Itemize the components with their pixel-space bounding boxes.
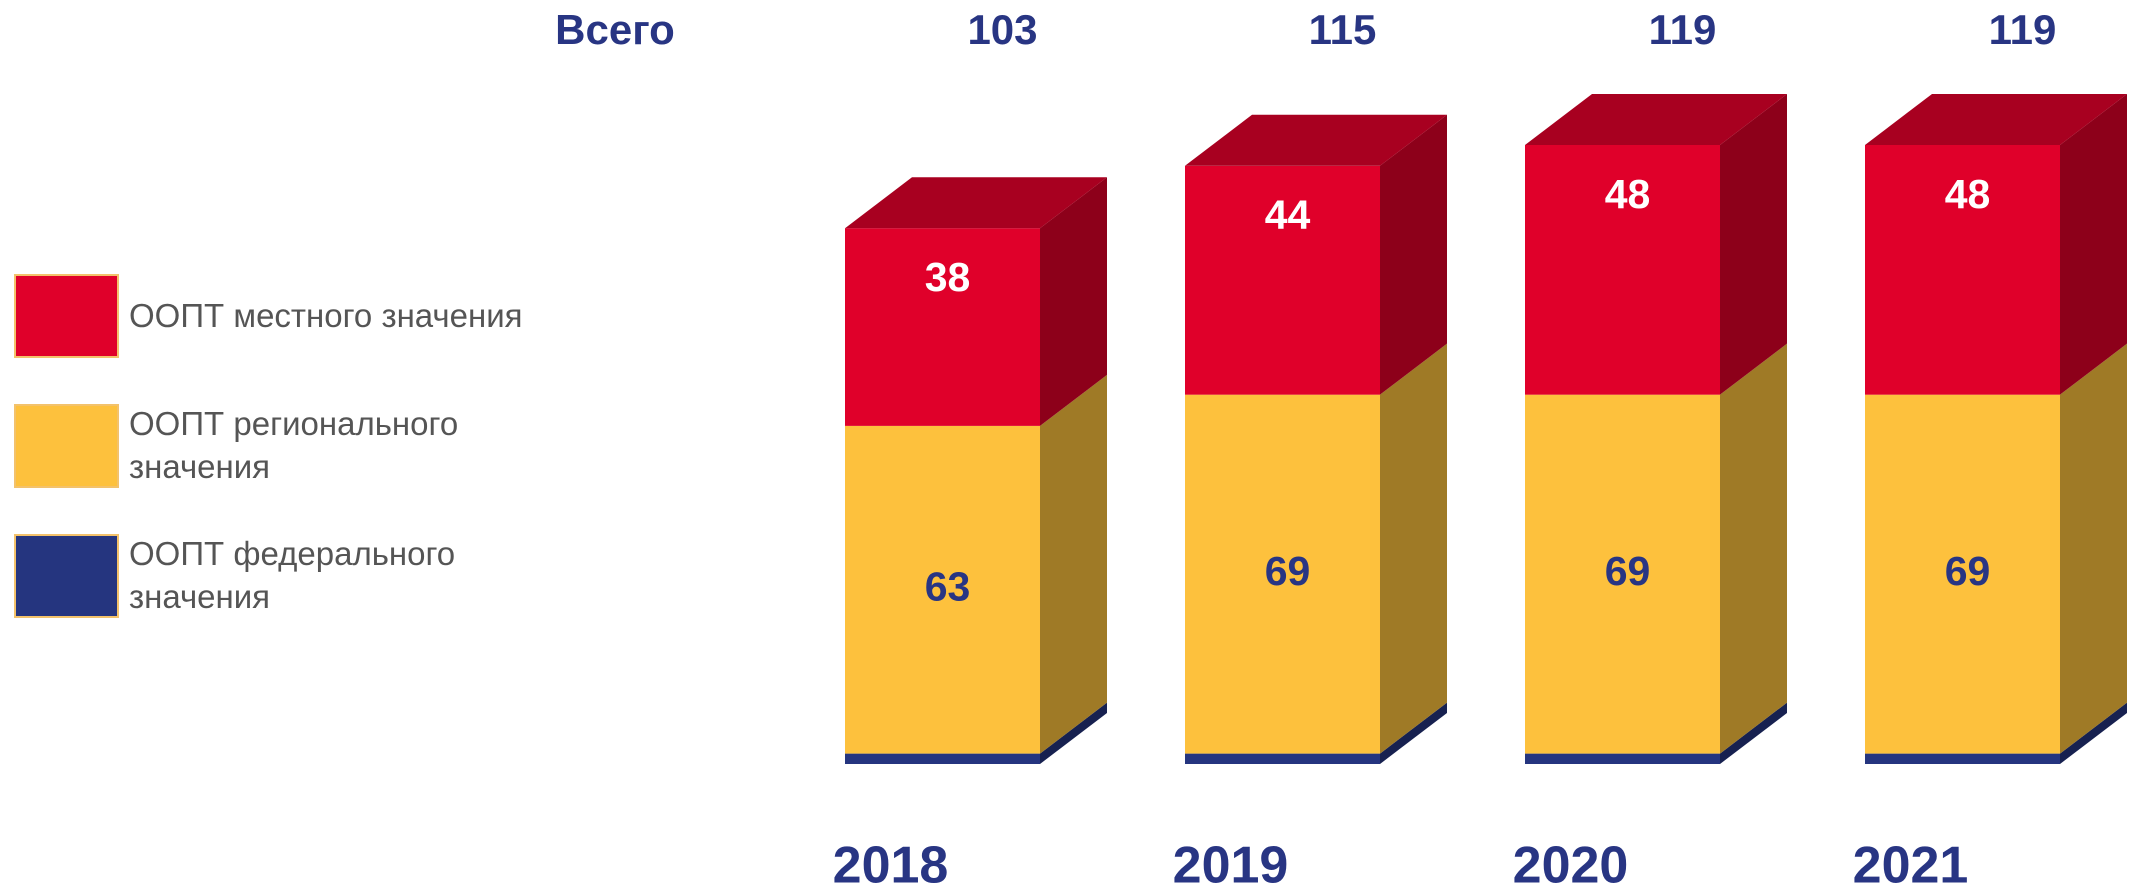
bar-side bbox=[1720, 343, 1787, 754]
legend: ООПТ федерального значения ООПТ региональ… bbox=[14, 274, 524, 618]
bar-side bbox=[1380, 702, 1447, 764]
total-label: 119 bbox=[1649, 6, 1717, 53]
legend-item: ООПТ федерального значения bbox=[14, 534, 524, 618]
data-label: 48 bbox=[1605, 171, 1651, 217]
legend-label: ООПТ местного значения bbox=[129, 296, 523, 334]
data-label: 38 bbox=[925, 254, 971, 300]
legend-swatch bbox=[14, 404, 119, 488]
bar-side bbox=[2060, 343, 2127, 754]
bar-side bbox=[2060, 94, 2127, 395]
bar-side bbox=[1040, 702, 1107, 764]
x-tick-label: 2019 bbox=[1173, 837, 1289, 889]
bar-side bbox=[1720, 94, 1787, 395]
bar-side bbox=[1720, 702, 1787, 764]
data-label: 63 bbox=[925, 564, 971, 610]
bar bbox=[1525, 145, 1720, 395]
data-label: 69 bbox=[1945, 548, 1991, 594]
x-tick-label: 2020 bbox=[1513, 837, 1629, 889]
data-label: 44 bbox=[1265, 192, 1311, 238]
bar bbox=[1185, 394, 1380, 754]
legend-swatch bbox=[14, 274, 119, 358]
total-label: 103 bbox=[967, 6, 1037, 53]
bar bbox=[1185, 753, 1380, 764]
total-label: 119 bbox=[1989, 6, 2057, 53]
data-label: 48 bbox=[1945, 171, 1991, 217]
legend-label: ООПТ регионального значения bbox=[129, 405, 459, 485]
total-label: 115 bbox=[1309, 6, 1377, 53]
bar-side bbox=[1040, 177, 1107, 426]
bar bbox=[845, 425, 1040, 754]
bar-side bbox=[1380, 343, 1447, 754]
bar bbox=[845, 753, 1040, 764]
bar-side bbox=[1380, 114, 1447, 395]
legend-item: ООПТ регионального значения bbox=[14, 404, 524, 488]
legend-label: ООПТ федерального значения bbox=[129, 535, 456, 615]
bar-top bbox=[1525, 94, 1787, 145]
bar bbox=[1865, 145, 2060, 395]
bar bbox=[1525, 394, 1720, 754]
totals-label: Всего bbox=[555, 6, 675, 53]
data-label: 69 bbox=[1265, 548, 1311, 594]
x-tick-label: 2018 bbox=[833, 837, 949, 889]
bar bbox=[1525, 753, 1720, 764]
bar-top bbox=[1865, 94, 2127, 145]
legend-swatch bbox=[14, 534, 119, 618]
bar bbox=[1865, 394, 2060, 754]
bar-side bbox=[1040, 374, 1107, 754]
bar-top bbox=[1185, 114, 1447, 166]
bar bbox=[845, 228, 1040, 426]
data-label: 69 bbox=[1605, 548, 1651, 594]
bar-side bbox=[2060, 702, 2127, 764]
bar bbox=[1185, 165, 1380, 395]
bar bbox=[1865, 753, 2060, 764]
x-tick-label: 2021 bbox=[1853, 837, 1969, 889]
legend-item: ООПТ местного значения bbox=[14, 274, 524, 358]
bar-top bbox=[845, 177, 1107, 229]
